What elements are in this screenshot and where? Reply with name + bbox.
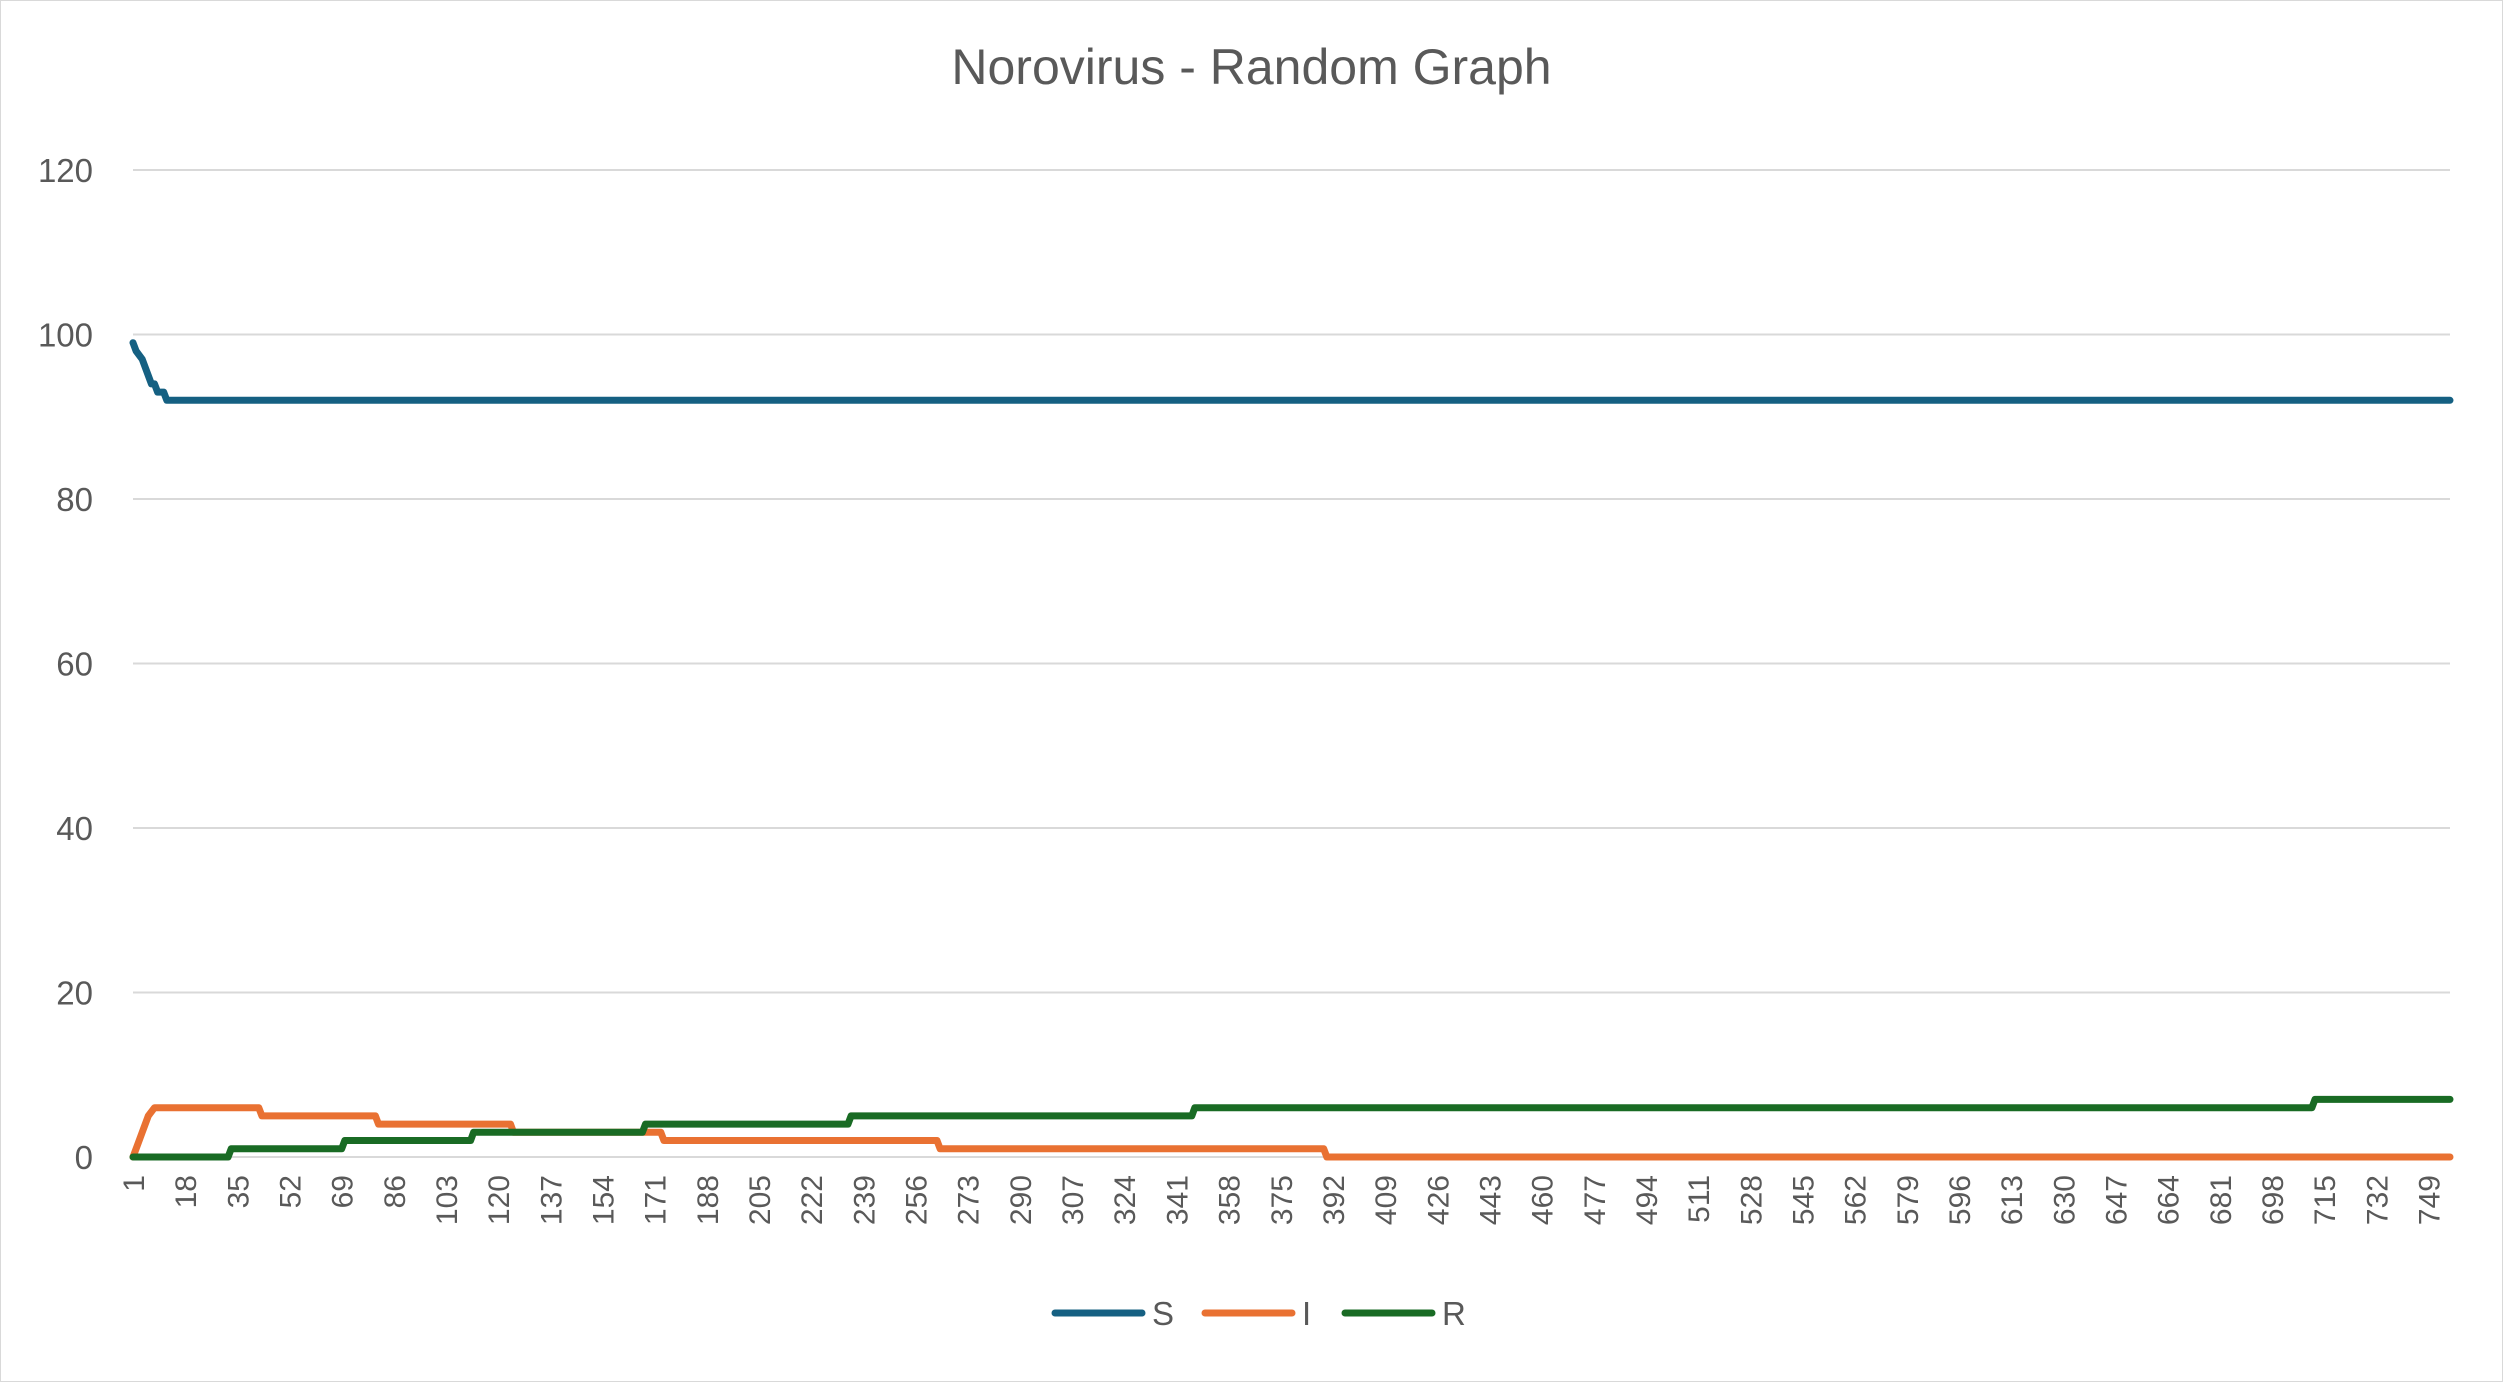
legend-label-i: I [1302,1295,1311,1332]
x-tick-label: 460 [1527,1175,1560,1225]
y-tick-label: 40 [56,810,93,847]
series-lines [129,339,2454,1161]
x-tick-label: 715 [2309,1175,2342,1225]
y-tick-label: 0 [75,1139,93,1176]
x-tick-label: 477 [1579,1175,1612,1225]
x-tick-label: 749 [2414,1175,2447,1225]
x-tick-label: 511 [1683,1175,1716,1223]
x-tick-label: 154 [588,1175,621,1225]
x-tick-label: 647 [2100,1175,2133,1225]
x-tick-label: 494 [1631,1175,1664,1225]
x-tick-label: 528 [1735,1175,1768,1225]
x-tick-label: 86 [379,1175,412,1208]
x-tick-label: 630 [2048,1175,2081,1225]
y-tick-label: 20 [56,975,93,1012]
y-tick-label: 100 [38,317,93,354]
x-tick-label: 324 [1109,1175,1142,1225]
chart-title: Norovirus - Random Graph [951,39,1552,95]
x-tick-label: 137 [535,1175,568,1225]
x-tick-label: 392 [1318,1175,1351,1225]
x-tick-label: 103 [431,1175,464,1225]
x-tick-label: 1 [118,1175,151,1192]
x-tick-label: 596 [1944,1175,1977,1225]
x-tick-label: 732 [2361,1175,2394,1225]
x-tick-label: 409 [1370,1175,1403,1225]
x-tick-label: 205 [744,1175,777,1225]
x-tick-label: 341 [1161,1175,1194,1225]
y-tick-label: 60 [56,646,93,683]
x-tick-label: 69 [327,1175,360,1208]
x-tick-label: 664 [2153,1175,2186,1225]
legend-label-r: R [1442,1295,1466,1332]
x-tick-label: 681 [2205,1175,2238,1225]
series-line-s [129,339,2454,404]
x-tick-label: 358 [1214,1175,1247,1225]
x-tick-label: 18 [170,1175,203,1208]
series-line-i [129,1104,2454,1161]
x-tick-label: 613 [1996,1175,2029,1225]
y-tick-label: 120 [38,152,93,189]
x-tick-label: 443 [1474,1175,1507,1225]
x-tick-label: 375 [1266,1175,1299,1225]
y-axis: 0 20 40 60 80 100 120 [38,152,93,1176]
x-tick-label: 545 [1787,1175,1820,1225]
legend-label-s: S [1152,1295,1174,1332]
x-tick-label: 273 [953,1175,986,1225]
x-tick-label: 35 [222,1175,255,1208]
x-tick-label: 52 [275,1175,308,1208]
x-tick-label: 562 [1840,1175,1873,1225]
x-tick-label: 171 [640,1175,673,1225]
gridlines [133,169,2450,1158]
x-tick-label: 222 [796,1175,829,1225]
x-tick-label: 426 [1422,1175,1455,1225]
x-tick-label: 290 [1005,1175,1038,1225]
x-tick-label: 698 [2257,1175,2290,1225]
y-tick-label: 80 [56,481,93,518]
x-tick-label: 188 [692,1175,725,1225]
x-tick-label: 307 [1057,1175,1090,1225]
series-line-r [129,1095,2454,1161]
x-tick-label: 239 [848,1175,881,1225]
x-tick-label: 256 [901,1175,934,1225]
x-tick-label: 579 [1892,1175,1925,1225]
x-axis: 1 18 35 52 69 86 103 120 137 154 171 188 205 222 239 25… [118,1156,2450,1225]
x-tick-label: 120 [483,1175,516,1225]
